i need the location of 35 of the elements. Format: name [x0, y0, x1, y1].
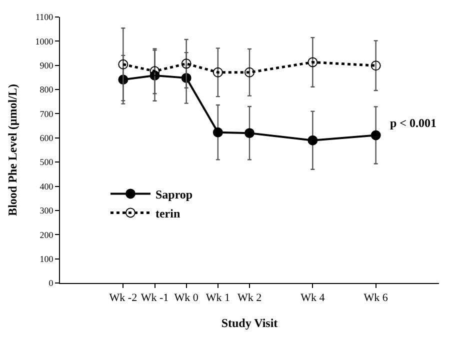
y-tick-label: 500: [40, 157, 54, 168]
x-tick-label: Wk 0: [174, 292, 199, 304]
annotation: p < 0.001: [390, 116, 437, 130]
x-tick-label: Wk 2: [237, 292, 262, 304]
y-tick-label: 200: [40, 230, 54, 240]
legend-label: terin: [155, 206, 180, 220]
point: [308, 57, 318, 68]
y-tick-label: 800: [40, 84, 54, 95]
y-tick-label: 700: [40, 108, 54, 119]
x-axis-title: Study Visit: [221, 316, 278, 330]
point: [118, 59, 128, 70]
point: [181, 58, 192, 69]
y-tick-label: 600: [40, 133, 54, 144]
y-tick-label: 100: [40, 254, 54, 264]
x-tick-label: Wk 6: [364, 292, 388, 304]
point: [244, 67, 254, 78]
y-tick-label: 0: [48, 278, 54, 288]
x-tick-label: Wk 1: [206, 292, 230, 304]
point: [370, 60, 381, 71]
point: [308, 135, 318, 146]
legend-label: Saprop: [155, 187, 193, 202]
point: [212, 67, 223, 78]
point: [212, 127, 223, 138]
x-tick-label: Wk -1: [140, 292, 169, 304]
x-tick-label: Wk -2: [109, 292, 138, 304]
point: [150, 66, 160, 76]
point: [244, 128, 254, 138]
y-tick-label: 400: [40, 181, 54, 192]
point: [370, 130, 381, 140]
y-tick-label: 300: [40, 206, 54, 216]
y-tick-label: 1100: [36, 12, 54, 22]
y-tick-label: 900: [40, 60, 54, 71]
y-tick-label: 1000: [35, 36, 54, 46]
x-tick-label: Wk 4: [300, 292, 326, 304]
y-axis-title: Blood Phe Level (µmol/L): [6, 84, 20, 216]
